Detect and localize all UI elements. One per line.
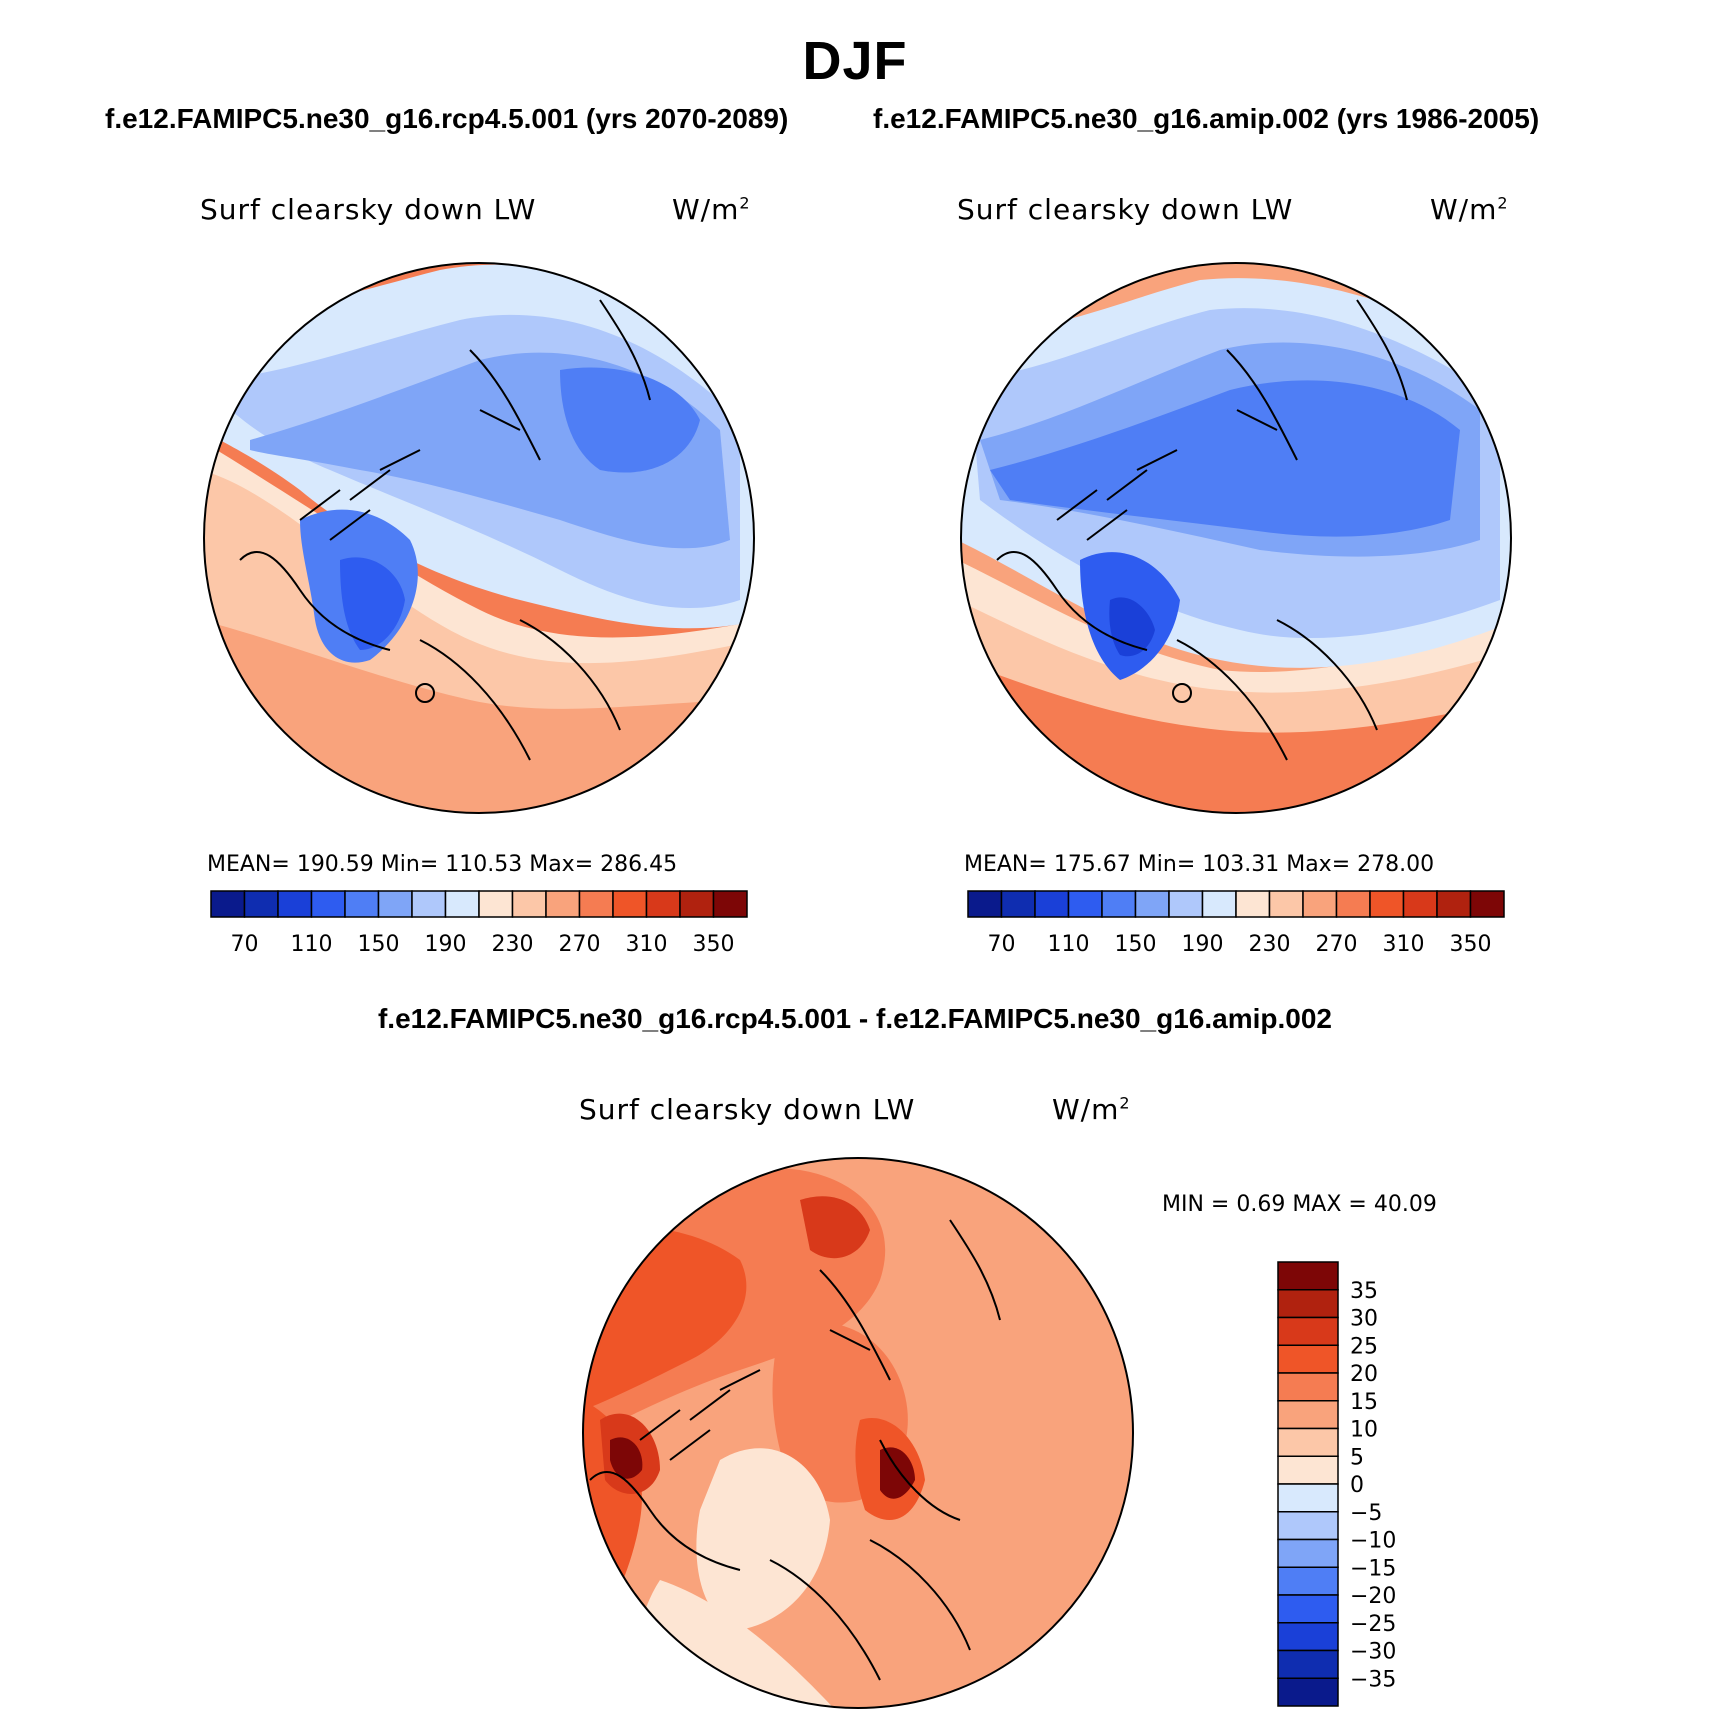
colorbar3-box-14 — [1277, 1649, 1339, 1679]
panel1-units-label: W/m2 — [672, 193, 751, 226]
colorbar2-box-8 — [1235, 890, 1271, 918]
colorbar3-tick-label: 35 — [1350, 1279, 1378, 1304]
colorbar1-box-9 — [511, 890, 547, 918]
colorbar3-tick-label: −25 — [1350, 1612, 1396, 1637]
panel1-variable-label: Surf clearsky down LW — [200, 193, 537, 226]
colorbar3-tick-label: −5 — [1350, 1501, 1382, 1526]
colorbar2-box-9 — [1268, 890, 1304, 918]
colorbar1-tick-label: 190 — [425, 932, 467, 957]
colorbar2-box-13 — [1402, 890, 1438, 918]
colorbar2-tick-label: 230 — [1249, 932, 1291, 957]
colorbar3-tick-label: 25 — [1350, 1334, 1378, 1359]
left-case-title: f.e12.FAMIPC5.ne30_g16.rcp4.5.001 (yrs 2… — [105, 103, 789, 134]
panel2-variable-label: Surf clearsky down LW — [957, 193, 1294, 226]
colorbar3-box-12 — [1277, 1594, 1339, 1624]
colorbar3-box-7 — [1277, 1455, 1339, 1485]
colorbar2-box-10 — [1302, 890, 1338, 918]
colorbar3-box-3 — [1277, 1344, 1339, 1374]
colorbar2-tick-label: 110 — [1048, 932, 1090, 957]
colorbar3-tick-label: −35 — [1350, 1667, 1396, 1692]
colorbar1-tick-label: 310 — [626, 932, 668, 957]
panel1-stats: MEAN= 190.59 Min= 110.53 Max= 286.45 — [207, 852, 678, 877]
colorbar3-box-0 — [1277, 1261, 1339, 1291]
colorbar3-tick-label: 0 — [1350, 1473, 1364, 1498]
colorbar1-box-3 — [310, 890, 346, 918]
colorbar3-tick-label: 5 — [1350, 1445, 1364, 1470]
colorbar1-tick-label: 150 — [358, 932, 400, 957]
colorbar3-tick-label: −20 — [1350, 1584, 1396, 1609]
colorbar1-box-6 — [411, 890, 447, 918]
colorbar1-box-4 — [344, 890, 380, 918]
colorbar3-box-9 — [1277, 1511, 1339, 1541]
panel3-variable-label: Surf clearsky down LW — [579, 1093, 916, 1126]
colorbar2-box-15 — [1469, 890, 1505, 918]
colorbar3-tick-label: 10 — [1350, 1418, 1378, 1443]
colorbar2-tick-label: 70 — [988, 932, 1016, 957]
panel2-units-label: W/m2 — [1430, 193, 1509, 226]
colorbar1-box-10 — [545, 890, 581, 918]
colorbar1-tick-label: 230 — [492, 932, 534, 957]
colorbar2-box-12 — [1369, 890, 1405, 918]
colorbar3-tick-label: −30 — [1350, 1640, 1396, 1665]
colorbar1-box-12 — [612, 890, 648, 918]
colorbar2-box-4 — [1101, 890, 1137, 918]
colorbar1-box-7 — [444, 890, 480, 918]
colorbar2-tick-label: 150 — [1115, 932, 1157, 957]
colorbar3-box-8 — [1277, 1483, 1339, 1513]
colorbar3-box-2 — [1277, 1316, 1339, 1346]
colorbar1-box-11 — [578, 890, 614, 918]
colorbar-panel2: 70 110 150 190 230 270 310 350 — [967, 890, 1505, 957]
colorbar1-box-5 — [377, 890, 413, 918]
colorbar1-box-2 — [277, 890, 313, 918]
colorbar2-box-5 — [1134, 890, 1170, 918]
colorbar1-box-1 — [243, 890, 279, 918]
colorbar3-tick-label: 15 — [1350, 1390, 1378, 1415]
colorbar2-tick-label: 350 — [1450, 932, 1492, 957]
colorbar3-tick-label: 20 — [1350, 1362, 1378, 1387]
colorbar3-box-4 — [1277, 1372, 1339, 1402]
colorbar1-tick-label: 70 — [231, 932, 259, 957]
colorbar1-box-14 — [679, 890, 715, 918]
colorbar1-tick-label: 270 — [559, 932, 601, 957]
colorbar2-box-2 — [1034, 890, 1070, 918]
colorbar3-box-11 — [1277, 1566, 1339, 1596]
colorbar2-box-1 — [1000, 890, 1036, 918]
panel2-stats: MEAN= 175.67 Min= 103.31 Max= 278.00 — [964, 852, 1435, 877]
colorbar3-tick-label: −10 — [1350, 1529, 1396, 1554]
colorbar3-box-5 — [1277, 1400, 1339, 1430]
figure-title: DJF — [802, 31, 908, 91]
colorbar2-box-3 — [1067, 890, 1103, 918]
colorbar2-tick-label: 270 — [1316, 932, 1358, 957]
colorbar3-tick-label: 30 — [1350, 1307, 1378, 1332]
colorbar2-box-6 — [1168, 890, 1204, 918]
colorbar1-box-13 — [645, 890, 681, 918]
colorbar-panel1: 70 110 150 190 230 270 310 350 — [210, 890, 748, 957]
colorbar3-box-13 — [1277, 1622, 1339, 1652]
colorbar3-box-15 — [1277, 1677, 1339, 1707]
colorbar1-tick-label: 350 — [693, 932, 735, 957]
panel3-units-label: W/m2 — [1052, 1093, 1131, 1126]
colorbar3-tick-label: −15 — [1350, 1556, 1396, 1581]
colorbar2-box-14 — [1436, 890, 1472, 918]
colorbar2-tick-label: 190 — [1182, 932, 1224, 957]
colorbar1-tick-label: 110 — [291, 932, 333, 957]
colorbar3-box-1 — [1277, 1289, 1339, 1319]
colorbar2-box-7 — [1201, 890, 1237, 918]
panel3-stats: MIN = 0.69 MAX = 40.09 — [1162, 1192, 1437, 1217]
colorbar3-box-10 — [1277, 1538, 1339, 1568]
colorbar1-box-8 — [478, 890, 514, 918]
colorbar2-box-0 — [967, 890, 1003, 918]
difference-case-title: f.e12.FAMIPC5.ne30_g16.rcp4.5.001 - f.e1… — [377, 1003, 1333, 1034]
map-panel3 — [582, 1157, 1134, 1709]
colorbar2-tick-label: 310 — [1383, 932, 1425, 957]
colorbar1-box-0 — [210, 890, 246, 918]
map-panel2 — [960, 262, 1512, 814]
map-panel1 — [203, 262, 755, 814]
colorbar3-box-6 — [1277, 1427, 1339, 1457]
colorbar1-box-15 — [712, 890, 748, 918]
colorbar2-box-11 — [1335, 890, 1371, 918]
right-case-title: f.e12.FAMIPC5.ne30_g16.amip.002 (yrs 198… — [873, 103, 1540, 134]
